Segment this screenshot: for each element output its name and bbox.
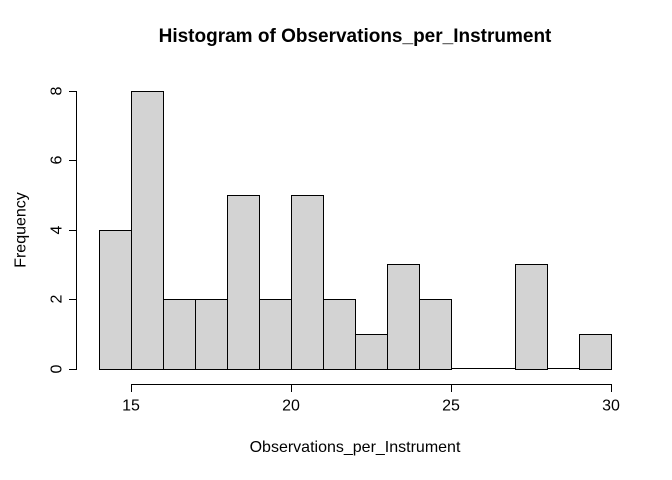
y-axis-tick [69, 160, 76, 162]
histogram-bar [131, 91, 164, 370]
y-tick-label: 8 [48, 86, 66, 96]
x-tick-label: 20 [282, 397, 300, 415]
histogram-bar [387, 264, 420, 370]
x-axis-tick [131, 384, 132, 392]
histogram-bar [99, 229, 132, 370]
histogram-bar [195, 299, 228, 370]
x-tick-label: 15 [122, 397, 140, 415]
y-axis-line [76, 91, 77, 370]
y-axis-tick [69, 91, 76, 92]
histogram-bar [163, 299, 196, 370]
histogram-bar [323, 299, 356, 370]
histogram-bar [579, 333, 612, 370]
histogram-bar [291, 195, 324, 370]
y-axis-tick [69, 299, 76, 301]
x-axis-title: Observations_per_Instrument [249, 439, 461, 456]
y-tick-label: 6 [48, 155, 66, 165]
y-tick-label: 4 [48, 225, 66, 235]
histogram-bar [419, 299, 452, 370]
x-axis-line [131, 383, 612, 385]
y-axis-tick [69, 229, 76, 231]
y-tick-label: 0 [48, 364, 66, 373]
chart-title: Histogram of Observations_per_Instrument [158, 26, 552, 47]
histogram-bar [259, 299, 292, 370]
x-axis-tick [611, 384, 612, 392]
y-tick-label: 2 [48, 294, 66, 304]
x-axis-tick [291, 384, 292, 392]
histogram-bar [227, 195, 260, 370]
x-tick-label: 25 [442, 397, 460, 415]
y-axis-title: Frequency [12, 192, 30, 268]
x-tick-label: 30 [602, 397, 620, 415]
histogram-bar [355, 333, 388, 370]
histogram-bar [515, 264, 548, 370]
y-axis-tick [69, 368, 76, 370]
x-axis-tick [451, 384, 452, 392]
